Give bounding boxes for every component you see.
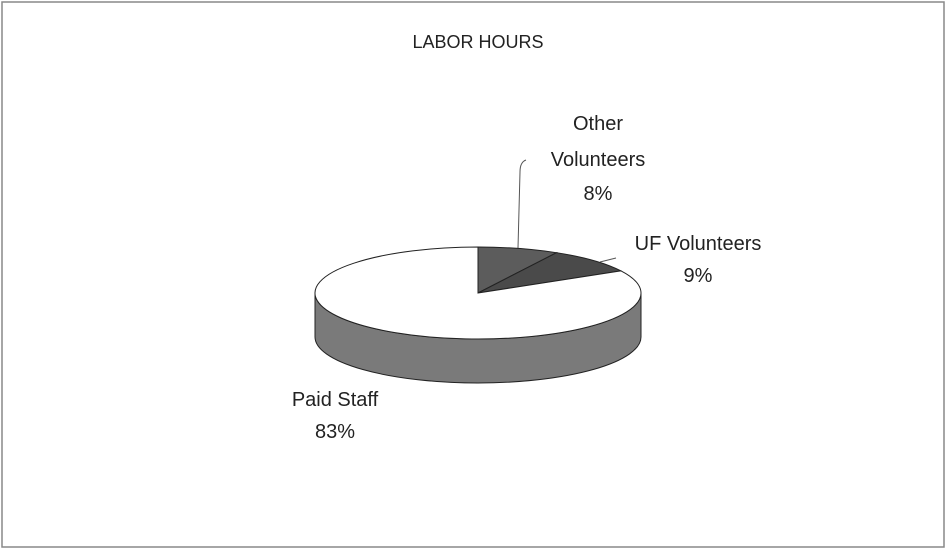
slice-label: UF Volunteers xyxy=(634,233,762,255)
slice xyxy=(477,252,623,294)
slice-value-label: 9% xyxy=(683,265,713,287)
slice-value-label: 8% xyxy=(583,183,613,205)
leader-line xyxy=(599,257,617,263)
slice-label: Other Volunteers xyxy=(550,113,646,171)
slice-value-label: 83% xyxy=(314,421,356,443)
slice-label: Paid Staff xyxy=(291,389,379,411)
chart-title: LABOR HOURS xyxy=(412,32,544,52)
slice xyxy=(314,246,642,340)
leader-line xyxy=(517,159,527,249)
